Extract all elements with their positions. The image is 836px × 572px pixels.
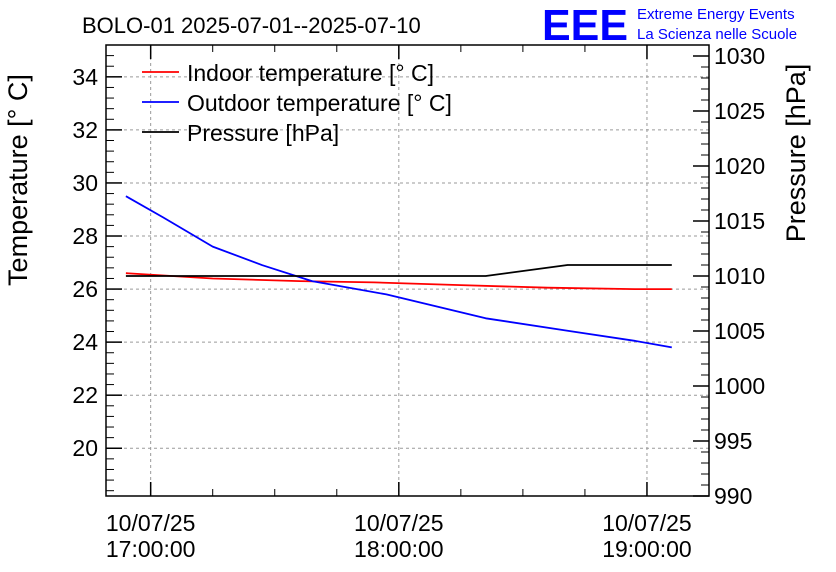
y-tick-label: 30 [72,170,98,196]
x-tick-label-date: 10/07/25 [602,510,692,536]
legend-label-pressure: Pressure [hPa] [187,120,339,146]
y2-tick-label: 1020 [714,153,765,179]
x-tick-label-time: 19:00:00 [602,536,692,562]
x-tick-label-time: 18:00:00 [354,536,444,562]
series-layer [125,195,672,349]
chart-title: BOLO-01 2025-07-01--2025-07-10 [82,13,421,38]
y-tick-label: 32 [72,117,98,143]
outdoor-temperature-line [125,195,672,349]
eee-logo-line2: La Scienza nelle Scuole [637,26,797,43]
y2-tick-label: 1010 [714,263,765,289]
x-tick-label-time: 17:00:00 [106,536,196,562]
pressure-line [125,264,672,277]
legend-label-indoor: Indoor temperature [° C] [187,60,434,86]
y2-tick-label: 995 [714,428,752,454]
y2-tick-label: 1030 [714,43,765,69]
y2-axis-label: Pressure [hPa] [781,64,811,243]
y2-tick-label: 1015 [714,208,765,234]
y-tick-label: 20 [72,435,98,461]
plot-frame [105,44,710,497]
y-tick-label: 22 [72,382,98,408]
y2-tick-label: 1005 [714,318,765,344]
y-tick-label: 26 [72,276,98,302]
eee-logo-mark: EEE [542,1,628,50]
y2-tick-label: 1000 [714,373,765,399]
indoor-temperature-line [125,272,672,291]
eee-logo-line1: Extreme Energy Events [637,6,795,23]
y-tick-label: 28 [72,223,98,249]
eee-logo: EEE Extreme Energy Events La Scienza nel… [542,1,797,50]
y-tick-label: 34 [72,64,98,90]
y-axis-label: Temperature [° C] [3,74,33,286]
y-tick-label: 24 [72,329,98,355]
x-tick-label-date: 10/07/25 [354,510,444,536]
x-tick-label-date: 10/07/25 [106,510,196,536]
grid [106,45,709,496]
y2-tick-label: 990 [714,483,752,509]
axes: 10/07/2517:00:0010/07/2518:00:0010/07/25… [72,43,765,562]
y2-tick-label: 1025 [714,98,765,124]
legend-label-outdoor: Outdoor temperature [° C] [187,90,452,116]
legend: Indoor temperature [° C] Outdoor tempera… [142,60,452,146]
